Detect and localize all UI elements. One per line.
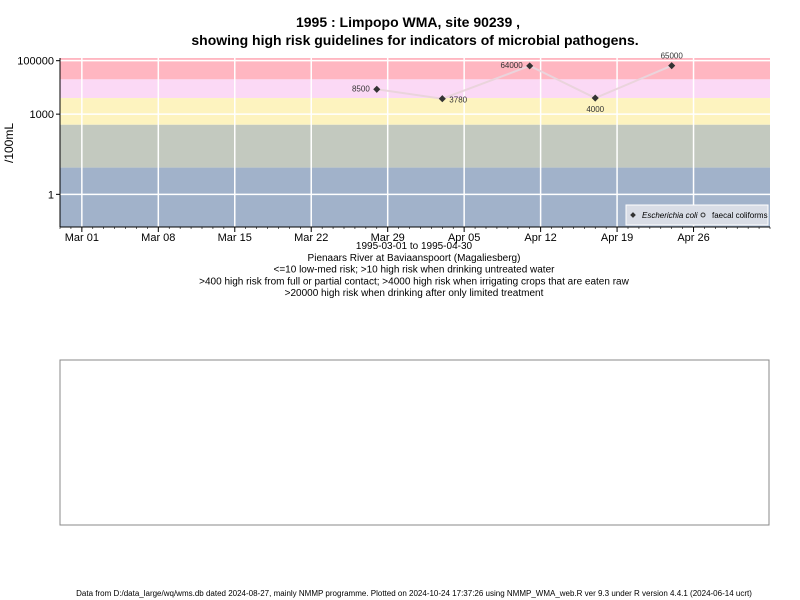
risk-band (60, 79, 770, 99)
y-tick-label: 1000 (30, 109, 54, 121)
legend: Escherichia coli faecal coliforms (625, 204, 769, 226)
legend-label: Escherichia coli (642, 211, 698, 220)
x-tick-label: Apr 12 (524, 232, 556, 244)
chart-subtitle: showing high risk guidelines for indicat… (191, 32, 638, 48)
legend-box (625, 204, 769, 226)
x-tick-label: Mar 01 (65, 232, 99, 244)
x-tick-label: Apr 26 (677, 232, 709, 244)
risk-band (60, 124, 770, 168)
x-note: 1995-03-01 to 1995-04-30 (356, 241, 473, 252)
data-point (668, 62, 676, 70)
data-label: 8500 (352, 84, 370, 93)
data-label: 3780 (449, 96, 467, 105)
x-note: <=10 low-med risk; >10 high risk when dr… (274, 265, 556, 276)
data-point (438, 95, 446, 103)
data-label: 65000 (661, 52, 684, 61)
data-point (373, 85, 381, 93)
data-point (591, 94, 599, 102)
x-tick-label: Mar 08 (141, 232, 175, 244)
x-tick-label: Apr 19 (601, 232, 633, 244)
risk-band (60, 98, 770, 125)
y-axis-label: /100mL (2, 123, 16, 163)
empty-panel (59, 359, 770, 526)
data-point (526, 62, 534, 70)
y-tick-label: 100000 (17, 56, 54, 68)
footer: Data from D:/data_large/wq/wms.db dated … (76, 589, 752, 598)
x-note: >20000 high risk when drinking after onl… (285, 288, 544, 299)
risk-band (60, 58, 770, 80)
x-tick-label: Apr 05 (448, 232, 480, 244)
x-tick-label: Mar 29 (371, 232, 405, 244)
data-label: 64000 (500, 61, 523, 70)
legend-label: faecal coliforms (712, 211, 768, 220)
legend-marker (630, 212, 636, 218)
x-note: Pienaars River at Baviaanspoort (Magalie… (308, 253, 521, 264)
chart-title: 1995 : Limpopo WMA, site 90239 , (296, 14, 520, 30)
legend-marker (700, 212, 706, 218)
data-label: 4000 (586, 105, 604, 114)
y-tick-label: 1 (48, 189, 54, 201)
x-tick-label: Mar 15 (218, 232, 252, 244)
x-tick-label: Mar 22 (294, 232, 328, 244)
x-note: >400 high risk from full or partial cont… (199, 276, 629, 287)
